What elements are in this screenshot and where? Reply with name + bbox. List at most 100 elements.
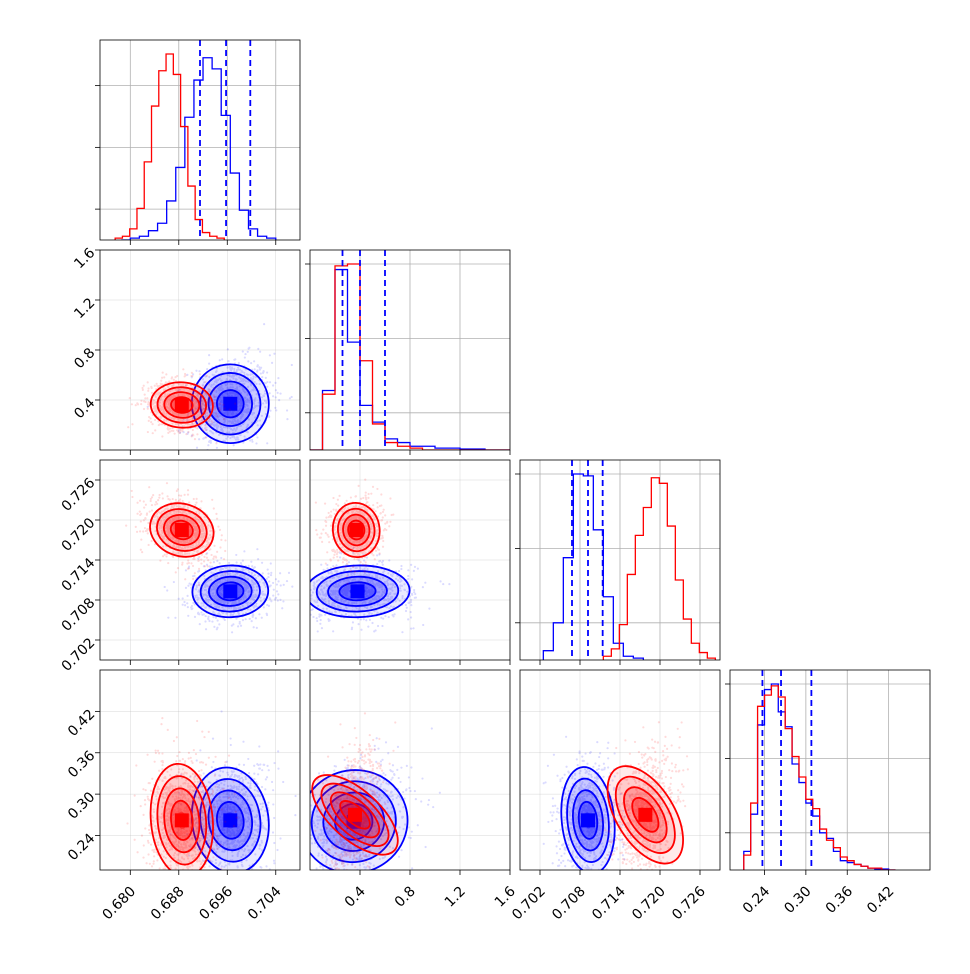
point xyxy=(384,615,386,617)
point xyxy=(187,493,189,495)
point xyxy=(198,498,200,500)
point xyxy=(127,426,129,428)
point xyxy=(200,500,202,502)
point xyxy=(354,571,356,573)
point xyxy=(155,501,157,503)
point xyxy=(205,615,207,617)
point xyxy=(151,504,153,506)
point xyxy=(339,556,341,558)
point xyxy=(271,362,273,364)
point xyxy=(147,406,149,408)
peak-red xyxy=(175,523,189,537)
point xyxy=(208,363,210,365)
point xyxy=(209,562,211,564)
point xyxy=(367,626,369,628)
point xyxy=(214,408,216,410)
point xyxy=(182,500,184,502)
point xyxy=(157,499,159,501)
point xyxy=(218,407,220,409)
point xyxy=(405,604,407,606)
point xyxy=(192,602,194,604)
point xyxy=(152,494,154,496)
point xyxy=(410,628,412,630)
point xyxy=(257,463,259,465)
point xyxy=(227,360,229,362)
point xyxy=(279,392,281,394)
point xyxy=(182,604,184,606)
point xyxy=(201,614,203,616)
point xyxy=(198,613,200,615)
point xyxy=(151,423,153,425)
point xyxy=(209,390,211,392)
point xyxy=(151,387,153,389)
point xyxy=(312,608,314,610)
point xyxy=(223,558,225,560)
point xyxy=(410,616,412,618)
point xyxy=(186,595,188,597)
point xyxy=(205,628,207,630)
point xyxy=(270,562,272,564)
panel-1-1 xyxy=(305,250,510,455)
point xyxy=(150,421,152,423)
point xyxy=(400,565,402,567)
point xyxy=(203,437,205,439)
point xyxy=(305,562,307,564)
point xyxy=(251,565,253,567)
point xyxy=(140,539,142,541)
point xyxy=(316,533,318,535)
point xyxy=(250,561,252,563)
point xyxy=(125,525,127,527)
y-tick-label-1-1: 0.8 xyxy=(71,345,98,372)
point xyxy=(154,503,156,505)
panel-content xyxy=(100,250,300,501)
point xyxy=(199,623,201,625)
point xyxy=(280,584,282,586)
point xyxy=(206,557,208,559)
point xyxy=(207,444,209,446)
point xyxy=(269,392,271,394)
point xyxy=(220,539,222,541)
point xyxy=(171,376,173,378)
point xyxy=(188,501,190,503)
point xyxy=(216,551,218,553)
point xyxy=(213,545,215,547)
point xyxy=(198,584,200,586)
point xyxy=(322,529,324,531)
peak-blue xyxy=(223,584,237,598)
point xyxy=(144,397,146,399)
point xyxy=(194,572,196,574)
point xyxy=(256,369,258,371)
point xyxy=(234,403,236,405)
point xyxy=(148,486,150,488)
point xyxy=(270,589,272,591)
point xyxy=(208,383,210,385)
point xyxy=(415,596,417,598)
point xyxy=(156,383,158,385)
point xyxy=(136,402,138,404)
point xyxy=(213,390,215,392)
point xyxy=(291,364,293,366)
point xyxy=(350,496,352,498)
point xyxy=(372,486,374,488)
point xyxy=(158,385,160,387)
point xyxy=(182,597,184,599)
point xyxy=(166,495,168,497)
point xyxy=(165,381,167,383)
point xyxy=(219,529,221,531)
point xyxy=(209,441,211,443)
point xyxy=(143,500,145,502)
point xyxy=(263,323,265,325)
point xyxy=(180,495,182,497)
point xyxy=(161,435,163,437)
point xyxy=(154,429,156,431)
point xyxy=(215,556,217,558)
point xyxy=(206,375,208,377)
point xyxy=(214,406,216,408)
point xyxy=(181,428,183,430)
point xyxy=(375,510,377,512)
point xyxy=(412,627,414,629)
point xyxy=(210,554,212,556)
point xyxy=(448,583,450,585)
point xyxy=(194,438,196,440)
point xyxy=(249,618,251,620)
